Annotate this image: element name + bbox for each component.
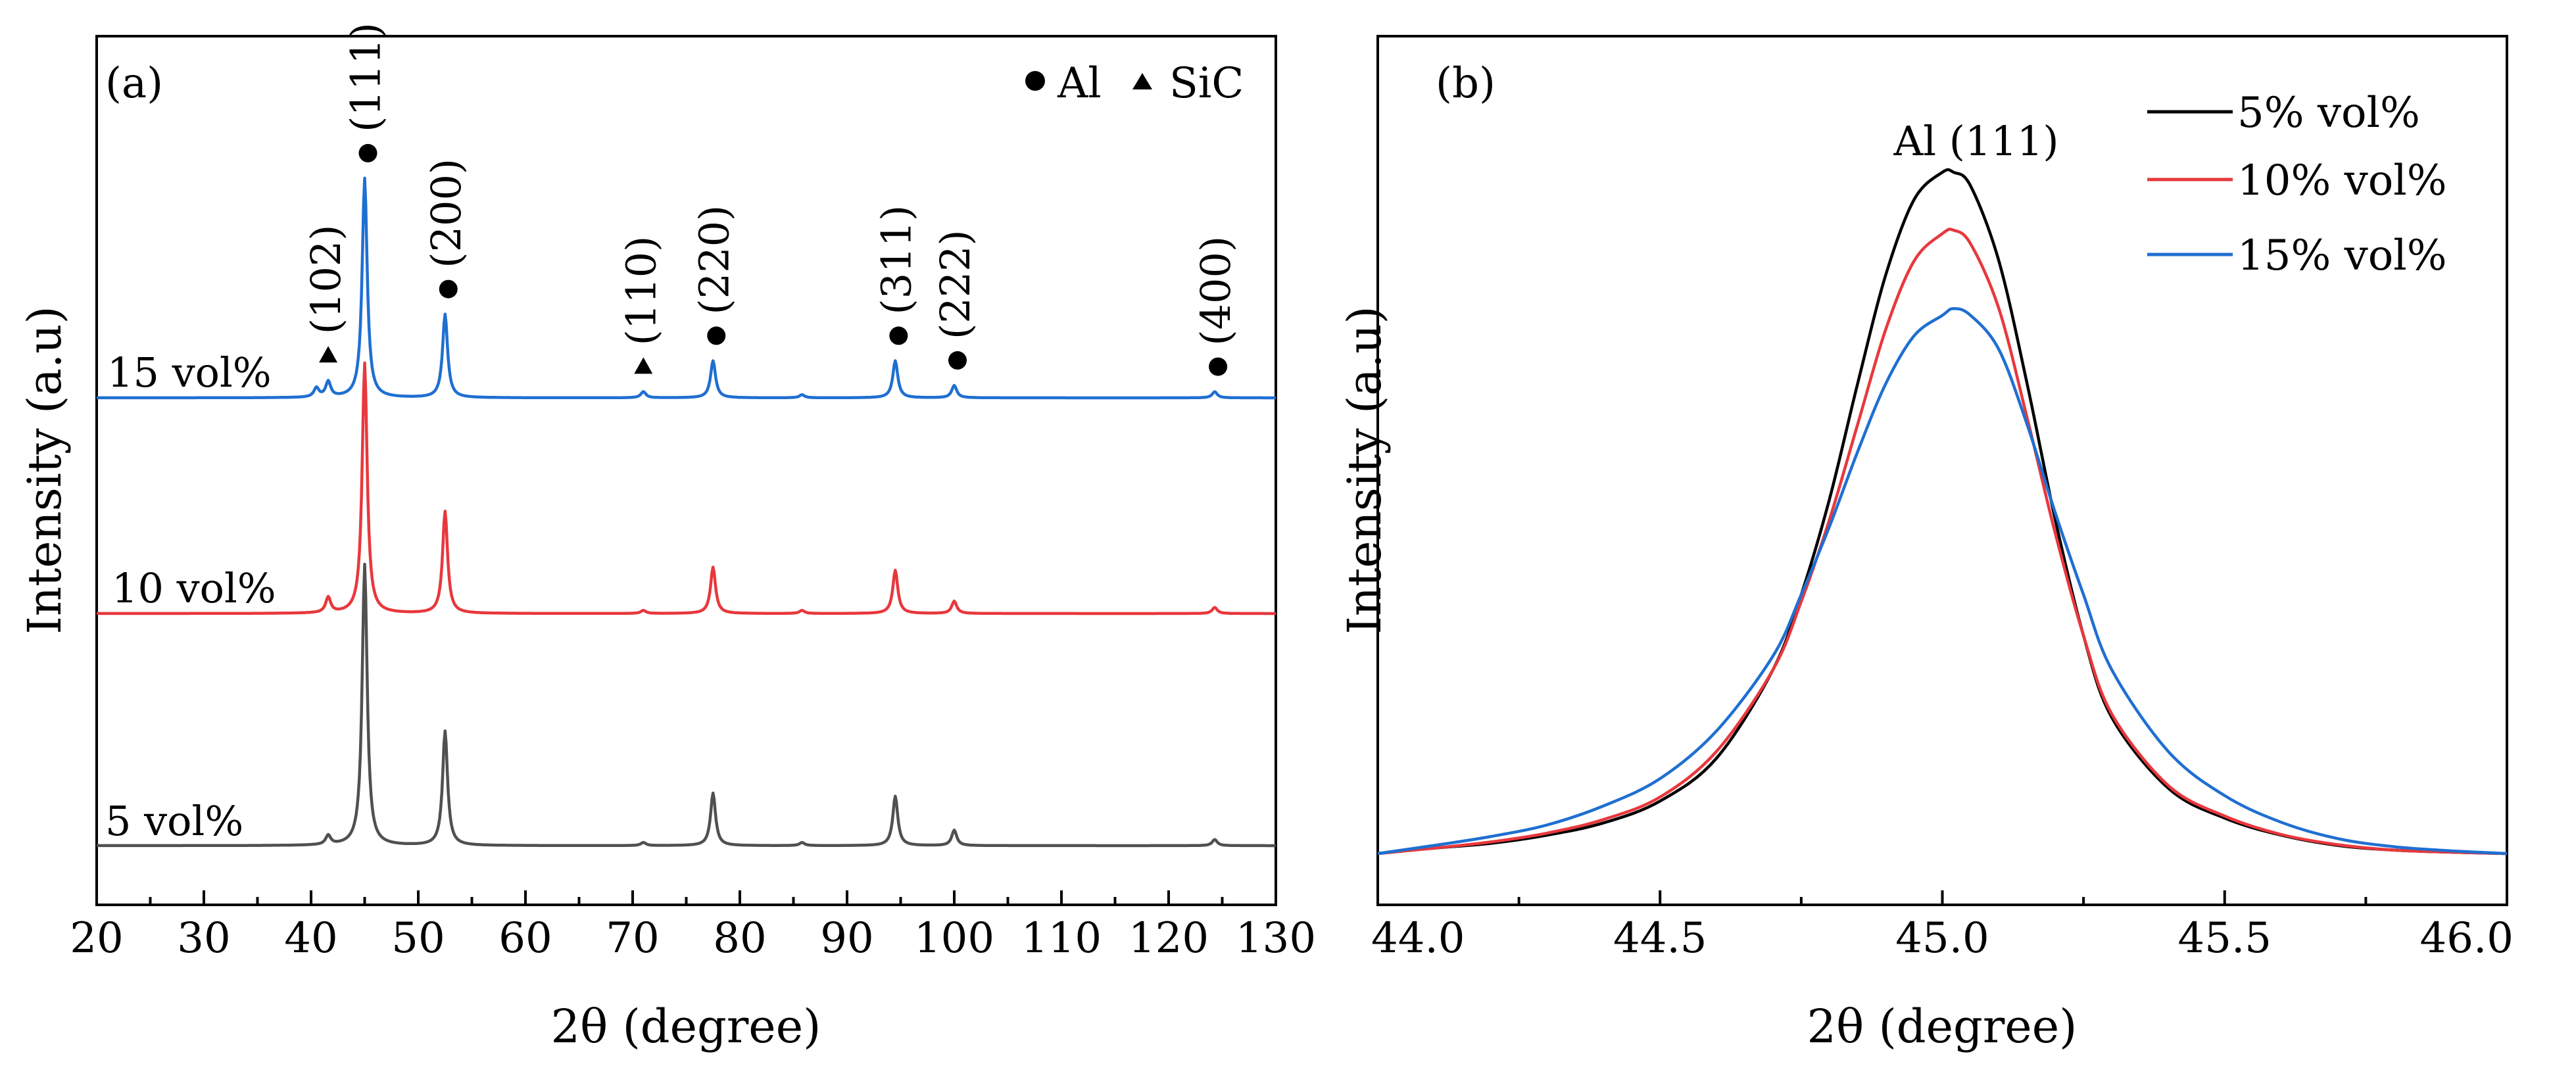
sic-peak-marker-icon	[319, 346, 338, 363]
series-label-5-vol: 5 vol%	[105, 797, 243, 845]
panel-b-series	[1377, 168, 2508, 856]
panel-a-x-tick-label: 40	[284, 914, 337, 963]
peak-label: (110)	[617, 236, 665, 346]
panel-a-series	[96, 176, 1276, 848]
panel-a-label: (a)	[105, 59, 163, 108]
panel-a-y-axis-title: Intensity (a.u)	[18, 306, 72, 634]
panel-b-label: (b)	[1436, 59, 1495, 108]
peak-label: (111)	[342, 22, 390, 132]
al-peak-marker-icon	[439, 279, 458, 299]
peak-series-10-vol-	[1377, 228, 2508, 856]
panel-b-x-tick-label: 45.5	[2178, 914, 2272, 963]
panel-a-x-tick-label: 130	[1236, 914, 1316, 963]
panel-a: 20 30 40 50 60 70 80 90 100 110 120 130 (102)(111)(…	[18, 22, 1316, 1053]
panel-a-legend: Al SiC	[1025, 59, 1244, 108]
panel-a-x-tick-label: 80	[713, 914, 766, 963]
al-peak-marker-icon	[1209, 357, 1228, 376]
xrd-series-10-vol-	[96, 361, 1276, 616]
panel-b-x-tick-label: 44.5	[1613, 914, 1707, 963]
xrd-series-5-vol-	[96, 562, 1276, 848]
panel-a-peak-labels: (102) (111) (200) (110) (220) (311) (222) (400)	[302, 22, 1240, 376]
legend-al-label: Al	[1057, 59, 1102, 108]
peak-label: (220)	[690, 205, 738, 315]
al-peak-marker-icon	[707, 326, 726, 345]
panel-b: 44.0 44.5 45.0 45.5 46.0 (b) Al (111) 5% vol…	[1338, 35, 2514, 1053]
panel-a-plot-frame	[95, 35, 1277, 906]
panel-b-x-ticks: 44.0 44.5 45.0 45.5 46.0	[1371, 890, 2514, 963]
panel-a-x-axis-title: 2θ (degree)	[551, 1000, 821, 1053]
panel-a-x-tick-label: 70	[606, 914, 659, 963]
panel-a-x-tick-label: 100	[914, 914, 994, 963]
panel-a-x-tick-label: 20	[70, 914, 123, 963]
panel-a-x-ticks: 20 30 40 50 60 70 80 90 100 110 120 130	[70, 890, 1316, 963]
legend-10-vol-label: 10% vol%	[2237, 157, 2447, 205]
sic-peak-marker-icon	[634, 357, 653, 374]
panel-b-x-tick-label: 46.0	[2420, 914, 2514, 963]
peak-label: (400)	[1192, 236, 1240, 346]
panel-a-x-tick-label: 60	[498, 914, 552, 963]
panel-b-y-axis-title: Intensity (a.u)	[1338, 306, 1392, 634]
legend-15-vol-label: 15% vol%	[2237, 231, 2447, 280]
peak-series-5-vol-	[1377, 168, 2508, 856]
series-label-10-vol: 10 vol%	[112, 564, 276, 612]
peak-label: (200)	[422, 158, 470, 268]
xrd-series-15-vol-	[96, 176, 1276, 400]
al-peak-marker-icon	[889, 326, 908, 345]
al-peak-marker-icon	[358, 143, 377, 162]
legend-5-vol-label: 5% vol%	[2237, 89, 2420, 137]
panel-b-x-tick-label: 45.0	[1895, 914, 1989, 963]
panel-a-x-tick-label: 30	[177, 914, 230, 963]
legend-sic-label: SiC	[1169, 59, 1244, 108]
al-111-annotation: Al (111)	[1893, 117, 2058, 165]
panel-b-legend: 5% vol% 10% vol% 15% vol%	[2147, 89, 2447, 280]
panel-b-x-axis-title: 2θ (degree)	[1807, 1000, 2078, 1053]
panel-a-x-tick-label: 90	[820, 914, 873, 963]
panel-b-x-tick-label: 44.0	[1371, 914, 1465, 963]
panel-a-x-tick-label: 50	[391, 914, 445, 963]
panel-a-x-tick-label: 120	[1129, 914, 1209, 963]
sic-marker-icon	[1132, 73, 1152, 89]
al-marker-icon	[1025, 71, 1045, 91]
panel-a-x-tick-label: 110	[1021, 914, 1102, 963]
peak-label: (102)	[302, 225, 350, 335]
peak-label: (311)	[872, 205, 920, 315]
series-label-15-vol: 15 vol%	[107, 349, 272, 397]
al-peak-marker-icon	[948, 351, 967, 370]
peak-label: (222)	[931, 229, 979, 339]
peak-series-15-vol-	[1377, 306, 2508, 856]
